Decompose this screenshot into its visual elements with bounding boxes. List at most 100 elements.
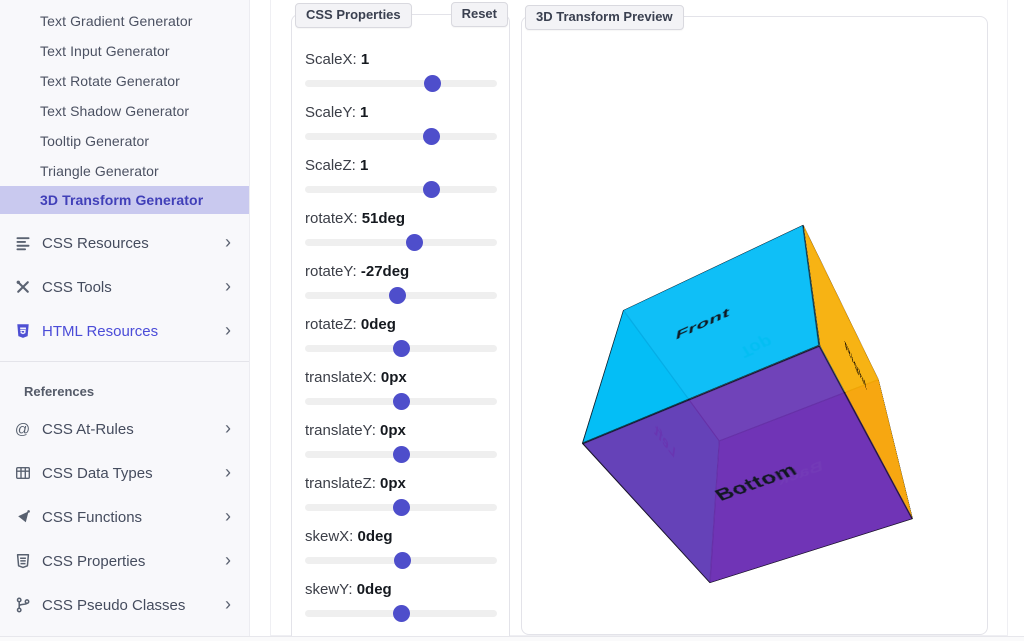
sidebar-item-css-pseudo-classes[interactable]: CSS Pseudo Classes ›	[0, 583, 249, 627]
sidebar-item-tooltip-generator[interactable]: Tooltip Generator	[40, 133, 150, 149]
slider-group-translatez: translateZ: 0px	[305, 473, 497, 516]
chevron-right-icon: ›	[225, 550, 231, 570]
sidebar-item-css-tools[interactable]: CSS Tools ›	[0, 265, 249, 309]
branch-icon	[14, 597, 31, 614]
vector-icon	[14, 509, 31, 526]
slider-thumb-translatex[interactable]	[393, 393, 410, 410]
sidebar-sections: CSS Resources › CSS Tools › HTML Resources ›	[0, 214, 249, 353]
slider-value: 51deg	[361, 210, 406, 227]
sidebar-item-3d-transform-generator[interactable]: 3D Transform Generator	[0, 186, 249, 214]
slider-track-skewy[interactable]	[305, 605, 497, 622]
chevron-right-icon: ›	[225, 276, 231, 296]
slider-track-scalez[interactable]	[305, 181, 497, 198]
css-properties-panel-title: CSS Properties	[295, 3, 412, 29]
html5-shield-icon	[14, 323, 31, 340]
slider-label-scalez: ScaleZ: 1	[305, 157, 369, 174]
slider-group-scaley: ScaleY: 1	[305, 102, 497, 145]
sidebar-item-text-input-generator[interactable]: Text Input Generator	[40, 43, 170, 59]
sidebar-item-label: CSS Functions	[42, 508, 143, 526]
slider-group-rotatex: rotateX: 51deg	[305, 208, 497, 251]
chevron-right-icon: ›	[225, 462, 231, 482]
sidebar-item-css-at-rules[interactable]: @ CSS At-Rules ›	[0, 407, 249, 451]
chevron-right-icon: ›	[225, 232, 231, 252]
sidebar-item-text-shadow-generator[interactable]: Text Shadow Generator	[40, 103, 190, 119]
sidebar: Text Gradient Generator Text Input Genera…	[0, 0, 250, 636]
chevron-right-icon: ›	[225, 506, 231, 526]
reset-button[interactable]: Reset	[450, 2, 508, 28]
sidebar-item-label: HTML Resources	[42, 322, 159, 340]
chevron-right-icon: ›	[225, 320, 231, 340]
sidebar-item-css-data-types[interactable]: CSS Data Types ›	[0, 451, 249, 495]
sliders-container: ScaleX: 1 ScaleY: 1 ScaleZ: 1 rotateX: 51de…	[292, 15, 509, 622]
page-bottom-strip	[0, 636, 1024, 641]
slider-thumb-translatez[interactable]	[393, 499, 410, 516]
sidebar-item-triangle-generator[interactable]: Triangle Generator	[40, 163, 159, 179]
slider-label-translatey: translateY: 0px	[305, 422, 406, 439]
slider-group-translatey: translateY: 0px	[305, 420, 497, 463]
slider-label-rotatex: rotateX: 51deg	[305, 210, 406, 227]
slider-track-scalex[interactable]	[305, 75, 497, 92]
transform-preview-panel-title: 3D Transform Preview	[525, 5, 684, 31]
sidebar-item-label: CSS Tools	[42, 278, 112, 296]
slider-group-scalez: ScaleZ: 1	[305, 155, 497, 198]
tools-icon	[14, 279, 31, 296]
sidebar-item-label: CSS Pseudo Classes	[42, 596, 186, 614]
slider-value: 0deg	[356, 581, 392, 598]
slider-track-translatex[interactable]	[305, 393, 497, 410]
slider-value: 1	[360, 51, 370, 68]
slider-label-skewy: skewY: 0deg	[305, 581, 392, 598]
slider-thumb-skewy[interactable]	[393, 605, 410, 622]
slider-group-skewy: skewY: 0deg	[305, 579, 497, 622]
sidebar-item-label: CSS Properties	[42, 552, 146, 570]
slider-value: 0px	[380, 369, 407, 386]
sidebar-item-css-resources[interactable]: CSS Resources ›	[0, 221, 249, 265]
slider-track-rotatez[interactable]	[305, 340, 497, 357]
slider-label-skewx: skewX: 0deg	[305, 528, 393, 545]
slider-value: 1	[360, 104, 369, 121]
slider-thumb-scalez[interactable]	[422, 181, 440, 198]
sidebar-item-html-resources[interactable]: HTML Resources ›	[0, 309, 249, 353]
slider-track-rotatex[interactable]	[305, 234, 497, 251]
generator-sub-menu: Text Gradient Generator Text Input Genera…	[0, 0, 249, 214]
at-icon: @	[14, 420, 31, 438]
slider-thumb-translatey[interactable]	[393, 446, 410, 463]
slider-label-scalex: ScaleX: 1	[305, 51, 370, 68]
slider-value: 0px	[380, 475, 406, 492]
chevron-right-icon: ›	[225, 418, 231, 438]
slider-label-rotatez: rotateZ: 0deg	[305, 316, 396, 333]
slider-thumb-rotatey[interactable]	[389, 287, 407, 304]
slider-thumb-rotatex[interactable]	[405, 234, 423, 251]
transform-preview-panel: 3D Transform Preview FrontBackRightLeftT…	[521, 5, 988, 635]
slider-thumb-scalex[interactable]	[423, 75, 441, 92]
cube-scene: FrontBackRightLeftTopBottom	[581, 224, 913, 584]
table-icon	[14, 465, 31, 482]
sidebar-item-text-gradient-generator[interactable]: Text Gradient Generator	[40, 13, 193, 29]
sidebar-item-css-properties[interactable]: CSS Properties ›	[0, 539, 249, 583]
slider-value: -27deg	[360, 263, 410, 280]
slider-group-rotatey: rotateY: -27deg	[305, 261, 497, 304]
sidebar-item-label: CSS Resources	[42, 234, 149, 252]
slider-thumb-rotatez[interactable]	[393, 340, 410, 357]
sidebar-item-text-rotate-generator[interactable]: Text Rotate Generator	[40, 73, 180, 89]
slider-value: 0deg	[360, 316, 396, 333]
slider-value: 1	[360, 157, 369, 174]
sidebar-item-css-functions[interactable]: CSS Functions ›	[0, 495, 249, 539]
slider-thumb-skewx[interactable]	[393, 552, 411, 569]
slider-group-scalex: ScaleX: 1	[305, 49, 497, 92]
slider-label-scaley: ScaleY: 1	[305, 104, 369, 121]
sidebar-divider	[0, 361, 249, 362]
chevron-right-icon: ›	[225, 594, 231, 614]
slider-value: 0px	[380, 422, 406, 439]
references-heading: References	[24, 384, 95, 399]
slider-track-translatey[interactable]	[305, 446, 497, 463]
slider-group-rotatez: rotateZ: 0deg	[305, 314, 497, 357]
css-shield-icon	[14, 553, 31, 570]
slider-track-translatez[interactable]	[305, 499, 497, 516]
3d-cube: FrontBackRightLeftTopBottom	[581, 224, 913, 584]
slider-track-skewx[interactable]	[305, 552, 497, 569]
slider-thumb-scaley[interactable]	[422, 128, 440, 145]
slider-label-rotatey: rotateY: -27deg	[305, 263, 410, 280]
slider-track-rotatey[interactable]	[305, 287, 497, 304]
slider-track-scaley[interactable]	[305, 128, 497, 145]
slider-label-translatex: translateX: 0px	[305, 369, 407, 386]
